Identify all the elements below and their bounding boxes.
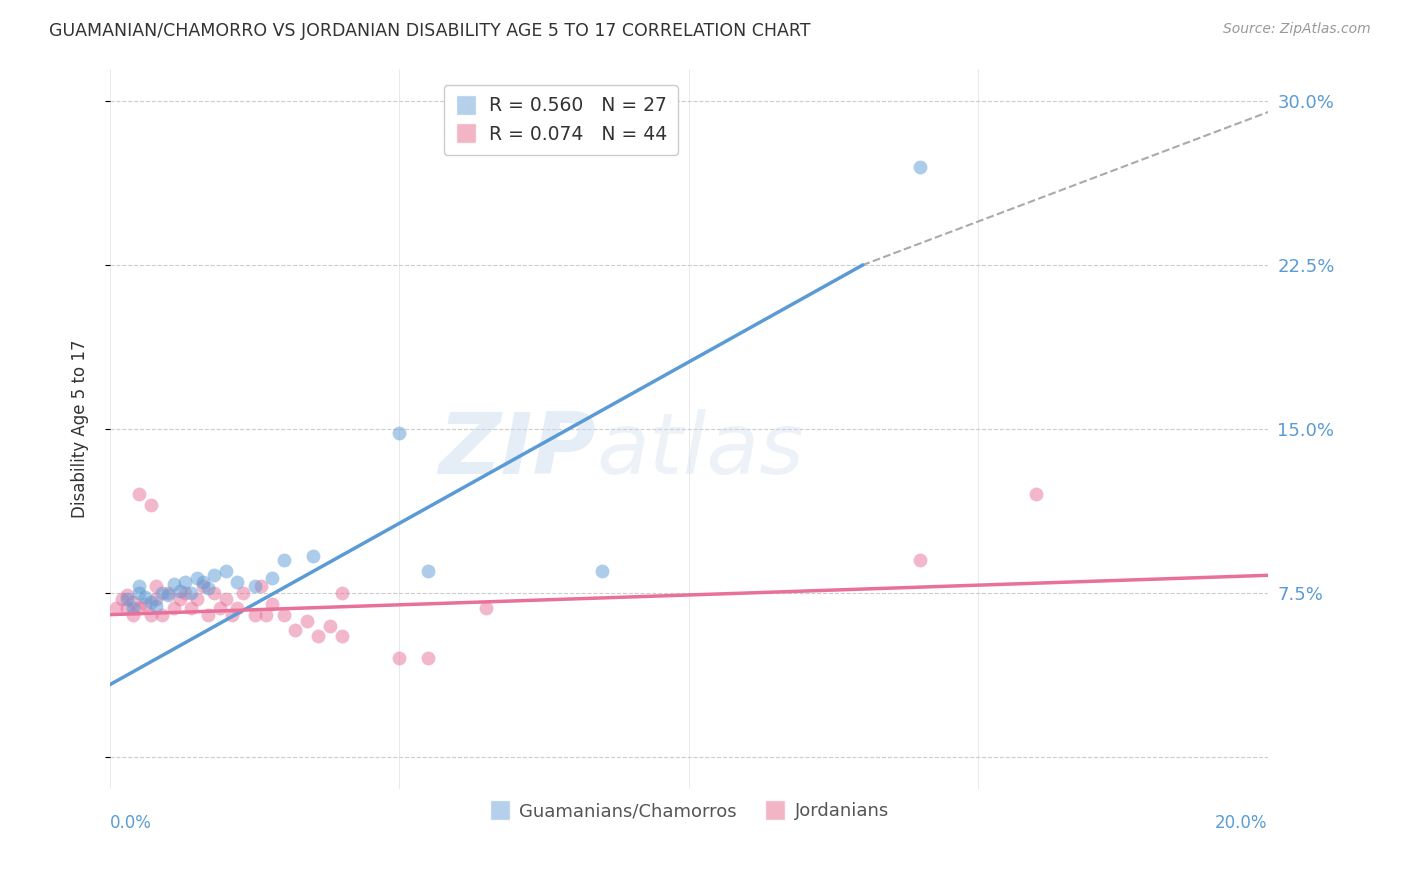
Point — [330, 630, 353, 644]
Point — [145, 579, 167, 593]
Point — [202, 568, 225, 582]
Point — [226, 574, 249, 589]
Point — [122, 601, 145, 615]
Point — [262, 597, 284, 611]
Point — [128, 579, 150, 593]
Point — [249, 579, 271, 593]
Text: atlas: atlas — [596, 409, 804, 492]
Y-axis label: Disability Age 5 to 17: Disability Age 5 to 17 — [72, 340, 89, 518]
Point — [104, 601, 127, 615]
Point — [418, 651, 440, 665]
Point — [174, 586, 197, 600]
Point — [232, 586, 254, 600]
Point — [388, 426, 411, 441]
Point — [180, 601, 202, 615]
Point — [139, 499, 162, 513]
Point — [150, 607, 173, 622]
Point — [301, 549, 323, 563]
Point — [180, 586, 202, 600]
Point — [262, 570, 284, 584]
Point — [139, 607, 162, 622]
Point — [209, 601, 232, 615]
Point — [122, 607, 145, 622]
Point — [273, 553, 295, 567]
Point — [243, 607, 266, 622]
Point — [134, 590, 156, 604]
Point — [197, 607, 219, 622]
Point — [186, 592, 208, 607]
Point — [215, 592, 238, 607]
Text: 0.0%: 0.0% — [110, 814, 152, 832]
Point — [122, 594, 145, 608]
Text: 20.0%: 20.0% — [1215, 814, 1268, 832]
Point — [273, 607, 295, 622]
Point — [117, 592, 139, 607]
Point — [145, 592, 167, 607]
Point — [169, 592, 191, 607]
Point — [186, 570, 208, 584]
Legend: Guamanians/Chamorros, Jordanians: Guamanians/Chamorros, Jordanians — [481, 795, 896, 827]
Point — [243, 579, 266, 593]
Point — [388, 651, 411, 665]
Text: ZIP: ZIP — [439, 409, 596, 492]
Point — [117, 588, 139, 602]
Point — [591, 564, 613, 578]
Point — [145, 599, 167, 613]
Point — [163, 577, 186, 591]
Text: GUAMANIAN/CHAMORRO VS JORDANIAN DISABILITY AGE 5 TO 17 CORRELATION CHART: GUAMANIAN/CHAMORRO VS JORDANIAN DISABILI… — [49, 22, 811, 40]
Point — [191, 574, 214, 589]
Point — [111, 592, 134, 607]
Point — [197, 582, 219, 596]
Point — [910, 553, 932, 567]
Point — [156, 588, 179, 602]
Text: Source: ZipAtlas.com: Source: ZipAtlas.com — [1223, 22, 1371, 37]
Point — [1025, 487, 1047, 501]
Point — [128, 586, 150, 600]
Point — [475, 601, 498, 615]
Point — [295, 614, 318, 628]
Point — [174, 574, 197, 589]
Point — [418, 564, 440, 578]
Point — [150, 586, 173, 600]
Point — [128, 487, 150, 501]
Point — [330, 586, 353, 600]
Point — [156, 586, 179, 600]
Point — [128, 601, 150, 615]
Point — [221, 607, 243, 622]
Point — [307, 630, 329, 644]
Point — [202, 586, 225, 600]
Point — [117, 601, 139, 615]
Point — [254, 607, 277, 622]
Point — [139, 594, 162, 608]
Point — [284, 623, 307, 637]
Point — [191, 579, 214, 593]
Point — [226, 601, 249, 615]
Point — [169, 583, 191, 598]
Point — [319, 618, 342, 632]
Point — [163, 601, 186, 615]
Point — [215, 564, 238, 578]
Point — [134, 597, 156, 611]
Point — [910, 160, 932, 174]
